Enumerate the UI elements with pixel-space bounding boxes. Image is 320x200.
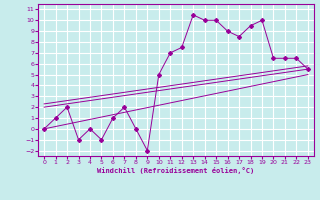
X-axis label: Windchill (Refroidissement éolien,°C): Windchill (Refroidissement éolien,°C) — [97, 167, 255, 174]
